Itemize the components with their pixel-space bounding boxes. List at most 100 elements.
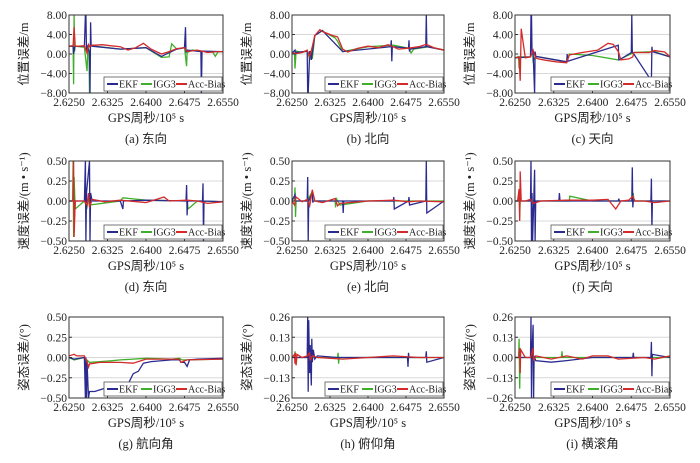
legend: EKF IGG3 Acc-Bias xyxy=(324,224,446,240)
legend-label: Acc-Bias xyxy=(409,385,446,396)
x-tick-label: 2.6250 xyxy=(499,245,531,257)
series-line-acc-bias xyxy=(515,171,670,222)
panel-caption: (c) 天向 xyxy=(572,131,614,146)
panel-f: 0.50 0.25 0.00 −0.25 −0.502.6250 2.6325 2.6400… xyxy=(462,152,686,294)
y-axis-label: 姿态误差/(°) xyxy=(17,324,31,391)
x-axis-label: GPS周秒/10⁵ s xyxy=(330,111,406,125)
y-tick-label: 0.13 xyxy=(493,332,513,344)
x-tick-label: 2.6400 xyxy=(352,97,384,109)
series-line-acc-bias xyxy=(69,353,223,370)
x-tick-label: 2.6250 xyxy=(499,97,531,109)
y-tick-label: 8.00 xyxy=(270,10,290,22)
x-tick-label: 2.6550 xyxy=(207,97,239,109)
x-tick-label: 2.6550 xyxy=(428,402,460,414)
legend-box xyxy=(550,76,670,92)
x-tick-label: 2.6475 xyxy=(615,245,647,257)
series-line-ekf xyxy=(292,317,444,392)
legend-label: IGG3 xyxy=(153,228,176,239)
panel-a: 8.00 4.00 0.00 −4.00 −8.002.6250 2.6325 2.6400… xyxy=(16,10,239,146)
series-line-acc-bias xyxy=(292,28,444,59)
y-tick-label: 0.50 xyxy=(47,312,67,324)
y-tick-label: −0.26 xyxy=(486,393,513,405)
x-tick-label: 2.6250 xyxy=(53,245,85,257)
x-tick-label: 2.6550 xyxy=(428,97,460,109)
legend-label: Acc-Bias xyxy=(635,80,672,91)
y-axis-label: 位置误差/m xyxy=(16,22,31,85)
legend-label: IGG3 xyxy=(374,385,397,396)
panel-g: 0.50 0.25 0.00 −0.25 −0.502.6250 2.6325 2.6400… xyxy=(17,312,239,451)
y-tick-label: −0.50 xyxy=(40,236,67,248)
y-tick-label: −8.00 xyxy=(486,88,513,100)
legend: EKF IGG3 Acc-Bias xyxy=(324,381,446,397)
legend-label: IGG3 xyxy=(600,80,623,91)
legend-label: EKF xyxy=(566,385,585,396)
x-tick-label: 2.6250 xyxy=(276,97,308,109)
legend-label: Acc-Bias xyxy=(409,228,446,239)
legend: EKF IGG3 Acc-Bias xyxy=(550,224,672,240)
y-tick-label: −0.25 xyxy=(486,216,513,228)
y-tick-label: 0.00 xyxy=(493,353,513,365)
x-axis-label: GPS周秒/10⁵ s xyxy=(554,416,630,430)
y-tick-label: 8.00 xyxy=(493,10,513,22)
y-tick-label: 0.00 xyxy=(270,49,290,61)
y-axis-label: 速度误差/(m • s⁻¹) xyxy=(239,152,254,249)
legend-label: IGG3 xyxy=(153,80,176,91)
x-tick-label: 2.6550 xyxy=(207,402,239,414)
legend-label: IGG3 xyxy=(600,228,623,239)
legend: EKF IGG3 Acc-Bias xyxy=(324,76,446,92)
y-tick-label: −0.26 xyxy=(263,393,290,405)
legend-box xyxy=(103,224,223,240)
legend-label: Acc-Bias xyxy=(635,228,672,239)
series-line-igg3 xyxy=(515,338,670,389)
y-tick-label: −0.25 xyxy=(40,373,67,385)
x-tick-label: 2.6400 xyxy=(577,97,609,109)
y-tick-label: −8.00 xyxy=(263,88,290,100)
x-tick-label: 2.6400 xyxy=(130,402,162,414)
panel-h: 0.26 0.13 0.00 −0.13 −0.262.6250 2.6325 2.6400… xyxy=(240,312,460,451)
y-tick-label: 0.00 xyxy=(47,196,67,208)
series-line-acc-bias xyxy=(69,27,223,56)
y-tick-label: 0.26 xyxy=(493,312,513,324)
x-tick-label: 2.6550 xyxy=(207,245,239,257)
x-tick-label: 2.6325 xyxy=(92,245,124,257)
panel-caption: (i) 横滚角 xyxy=(566,436,618,451)
series-line-acc-bias xyxy=(515,347,670,374)
legend-box xyxy=(324,76,444,92)
legend-label: Acc-Bias xyxy=(635,385,672,396)
legend-label: IGG3 xyxy=(374,228,397,239)
legend-label: EKF xyxy=(340,80,359,91)
y-tick-label: −0.50 xyxy=(486,236,513,248)
panel-caption: (h) 俯仰角 xyxy=(340,436,395,451)
y-tick-label: 0.00 xyxy=(47,49,67,61)
legend: EKF IGG3 Acc-Bias xyxy=(550,76,672,92)
panel-d: 0.50 0.25 0.00 −0.25 −0.502.6250 2.6325 2.6400… xyxy=(16,152,239,294)
x-tick-label: 2.6400 xyxy=(130,97,162,109)
y-tick-label: −0.13 xyxy=(486,373,513,385)
y-tick-label: −4.00 xyxy=(486,69,513,81)
x-tick-label: 2.6550 xyxy=(654,97,686,109)
y-tick-label: −4.00 xyxy=(263,69,290,81)
legend-label: IGG3 xyxy=(600,385,623,396)
y-tick-label: 0.13 xyxy=(270,332,290,344)
panel-caption: (b) 北向 xyxy=(347,131,390,146)
legend-label: EKF xyxy=(340,385,359,396)
legend-box xyxy=(324,224,444,240)
x-tick-label: 2.6400 xyxy=(352,402,384,414)
legend-label: IGG3 xyxy=(374,80,397,91)
x-tick-label: 2.6325 xyxy=(92,97,124,109)
y-tick-label: 0.00 xyxy=(270,196,290,208)
x-tick-label: 2.6475 xyxy=(615,97,647,109)
x-tick-label: 2.6250 xyxy=(276,245,308,257)
y-tick-label: 0.00 xyxy=(47,353,67,365)
y-axis-label: 姿态误差/(°) xyxy=(240,324,254,391)
panel-caption: (e) 北向 xyxy=(347,279,389,294)
legend-label: EKF xyxy=(566,228,585,239)
legend-label: EKF xyxy=(119,385,138,396)
x-axis-label: GPS周秒/10⁵ s xyxy=(554,111,630,125)
series-line-igg3 xyxy=(515,191,670,218)
legend-label: EKF xyxy=(119,228,138,239)
x-tick-label: 2.6475 xyxy=(169,402,201,414)
y-tick-label: −0.25 xyxy=(40,216,67,228)
panel-c: 8.00 4.00 0.00 −4.00 −8.002.6250 2.6325 2.6400… xyxy=(462,10,686,146)
x-axis-label: GPS周秒/10⁵ s xyxy=(554,259,630,273)
